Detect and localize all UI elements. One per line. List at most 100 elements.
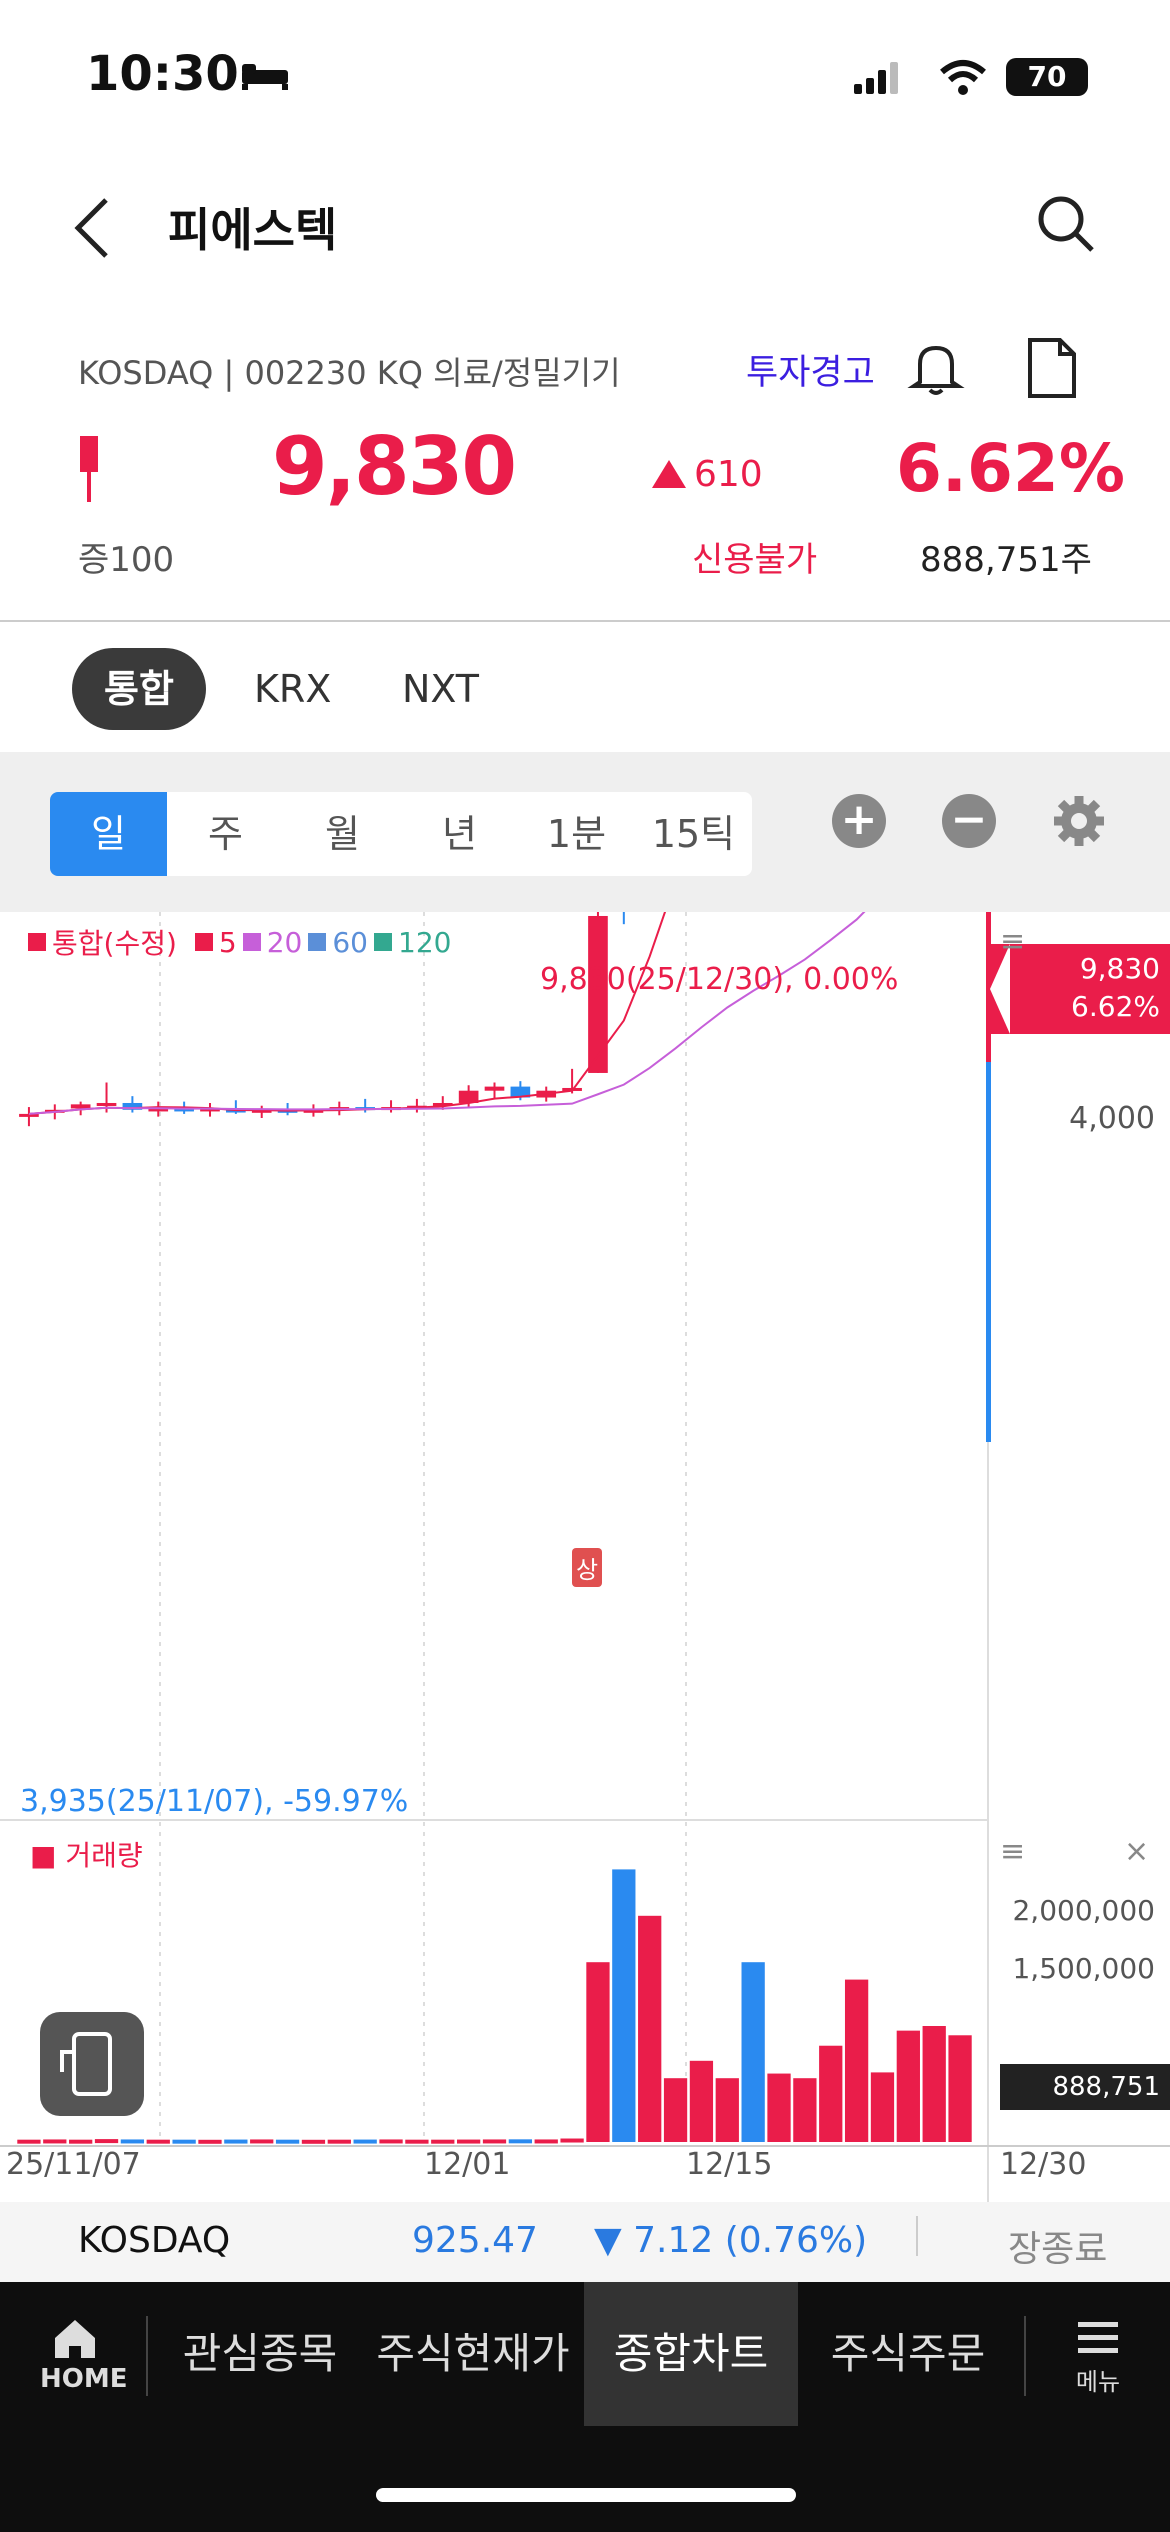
- volume-bar: [689, 2060, 714, 2142]
- index-change: ▼ 7.12 (0.76%): [594, 2220, 868, 2261]
- chevron-left-icon[interactable]: [70, 196, 114, 260]
- investment-warning-link[interactable]: 투자경고: [746, 353, 875, 393]
- candle-body: [174, 1108, 194, 1112]
- volume-bar: [844, 1979, 869, 2142]
- period-month[interactable]: 월: [325, 812, 360, 856]
- price-range-marker: [986, 912, 991, 1062]
- zoom-out-icon[interactable]: −: [942, 794, 996, 848]
- legend-main: 통합(수정): [52, 927, 177, 960]
- volume-bar: [560, 2138, 584, 2143]
- home-icon: [55, 2320, 95, 2358]
- period-15tick[interactable]: 15틱: [651, 812, 736, 856]
- hamburger-icon[interactable]: ≡: [1000, 924, 1026, 959]
- volume-bar: [172, 2139, 196, 2144]
- volume-bar: [327, 2139, 351, 2144]
- divider: [916, 2216, 918, 2256]
- volume-bar: [948, 2035, 972, 2142]
- search-icon[interactable]: [1036, 194, 1096, 254]
- volume-bar: [870, 2072, 895, 2142]
- signal-icon: [854, 62, 898, 94]
- zoom-in-icon[interactable]: +: [832, 794, 886, 848]
- home-indicator: [376, 2488, 796, 2502]
- volume-bar: [405, 2139, 429, 2144]
- divider: [0, 620, 1170, 622]
- legend-swatch: [194, 933, 213, 951]
- home-button[interactable]: HOME: [40, 2316, 128, 2406]
- nav-quote[interactable]: 주식현재가: [376, 2329, 570, 2378]
- divider: [1024, 2316, 1026, 2396]
- chart-legend: 통합(수정) 5 20 60 120: [28, 922, 451, 962]
- tab-integrated[interactable]: 통합: [72, 648, 206, 730]
- volume-bar: [120, 2139, 145, 2144]
- period-year[interactable]: 년: [442, 812, 477, 856]
- divider: [146, 2316, 148, 2396]
- tab-krx[interactable]: KRX: [254, 667, 332, 711]
- rotate-icon: [60, 2032, 112, 2096]
- current-price-badge: 9,830 6.62%: [990, 944, 1170, 1034]
- nav-chart[interactable]: 종합차트: [584, 2282, 798, 2426]
- volume-bar: [741, 1962, 765, 2142]
- document-icon[interactable]: [1024, 336, 1080, 400]
- volume-tick-label: 1,500,000: [1012, 1952, 1155, 1985]
- candle-body: [432, 1102, 453, 1106]
- bell-icon[interactable]: [906, 338, 966, 398]
- legend-swatch: [242, 933, 261, 951]
- price-change-pct: 6.62%: [896, 430, 1125, 507]
- home-label: HOME: [40, 2364, 128, 2394]
- close-icon[interactable]: ×: [1124, 1834, 1150, 1869]
- nav-order[interactable]: 주식주문: [830, 2329, 986, 2378]
- volume-bar: [456, 2139, 481, 2144]
- nav-watchlist[interactable]: 관심종목: [182, 2329, 338, 2378]
- stock-meta: KOSDAQ | 002230 KQ 의료/정밀기기: [78, 354, 621, 392]
- volume-bar: [896, 2030, 920, 2142]
- market-status: 장종료: [1008, 2229, 1108, 2270]
- period-week[interactable]: 주: [208, 812, 243, 856]
- chart-area[interactable]: 9,0008,0007,0006,0005,0004,0002,000,0001…: [0, 315, 1170, 2202]
- legend-ma20: 20: [266, 925, 303, 959]
- hamburger-icon[interactable]: ≡: [1000, 1834, 1026, 1869]
- menu-button[interactable]: 메뉴: [1070, 2318, 1126, 2397]
- battery-icon: 70: [1006, 58, 1088, 96]
- x-tick-label: 25/11/07: [6, 2147, 141, 2182]
- price-range-marker: [986, 1062, 991, 1442]
- volume-bar: [94, 2139, 119, 2144]
- y-tick-label: 4,000: [1069, 1101, 1155, 1136]
- index-ticker[interactable]: KOSDAQ 925.47 ▼ 7.12 (0.76%) 장종료: [0, 2202, 1170, 2282]
- mini-candle-icon: [80, 436, 98, 502]
- rotate-screen-button[interactable]: [40, 2012, 144, 2116]
- period-1min[interactable]: 1분: [546, 812, 607, 856]
- legend-ma60: 60: [332, 925, 368, 959]
- candle-body: [588, 915, 608, 1073]
- volume-bar: [198, 2139, 222, 2144]
- legend-ma5: 5: [218, 925, 237, 959]
- period-day[interactable]: 일: [50, 792, 167, 876]
- candle-body: [122, 1102, 143, 1110]
- hamburger-icon: [1078, 2322, 1118, 2353]
- legend-swatch: [374, 933, 392, 951]
- candle-body: [200, 1108, 220, 1112]
- credit-status: 신용불가: [692, 540, 818, 580]
- menu-label: 메뉴: [1075, 2368, 1121, 2396]
- volume-bar: [819, 2045, 843, 2142]
- status-bar: 10:30 70: [0, 0, 1170, 150]
- app-header: 피에스텍: [0, 170, 1170, 280]
- x-tick-label: 12/01: [424, 2147, 510, 2182]
- page-title: 피에스텍: [168, 203, 338, 257]
- current-price: 9,830: [272, 420, 517, 513]
- volume-bar: [638, 1915, 662, 2142]
- chart-toolbar: 일 주 월 년 1분 15틱 + −: [0, 752, 1170, 912]
- volume-bar: [663, 2078, 688, 2142]
- volume-bar: [508, 2139, 533, 2144]
- volume-bar: [379, 2139, 403, 2144]
- volume-bar: [612, 1869, 636, 2142]
- volume-bar: [715, 2078, 739, 2142]
- volume-bar: [482, 2139, 507, 2144]
- volume-bar: [301, 2139, 326, 2144]
- volume-legend: ■ 거래량: [30, 1839, 143, 1872]
- volume-bar: [17, 2139, 41, 2144]
- legend-swatch: [28, 933, 46, 951]
- tab-nxt[interactable]: NXT: [402, 667, 480, 711]
- legend-ma120: 120: [398, 925, 452, 959]
- gear-icon[interactable]: [1050, 792, 1108, 850]
- volume-bar: [69, 2139, 93, 2144]
